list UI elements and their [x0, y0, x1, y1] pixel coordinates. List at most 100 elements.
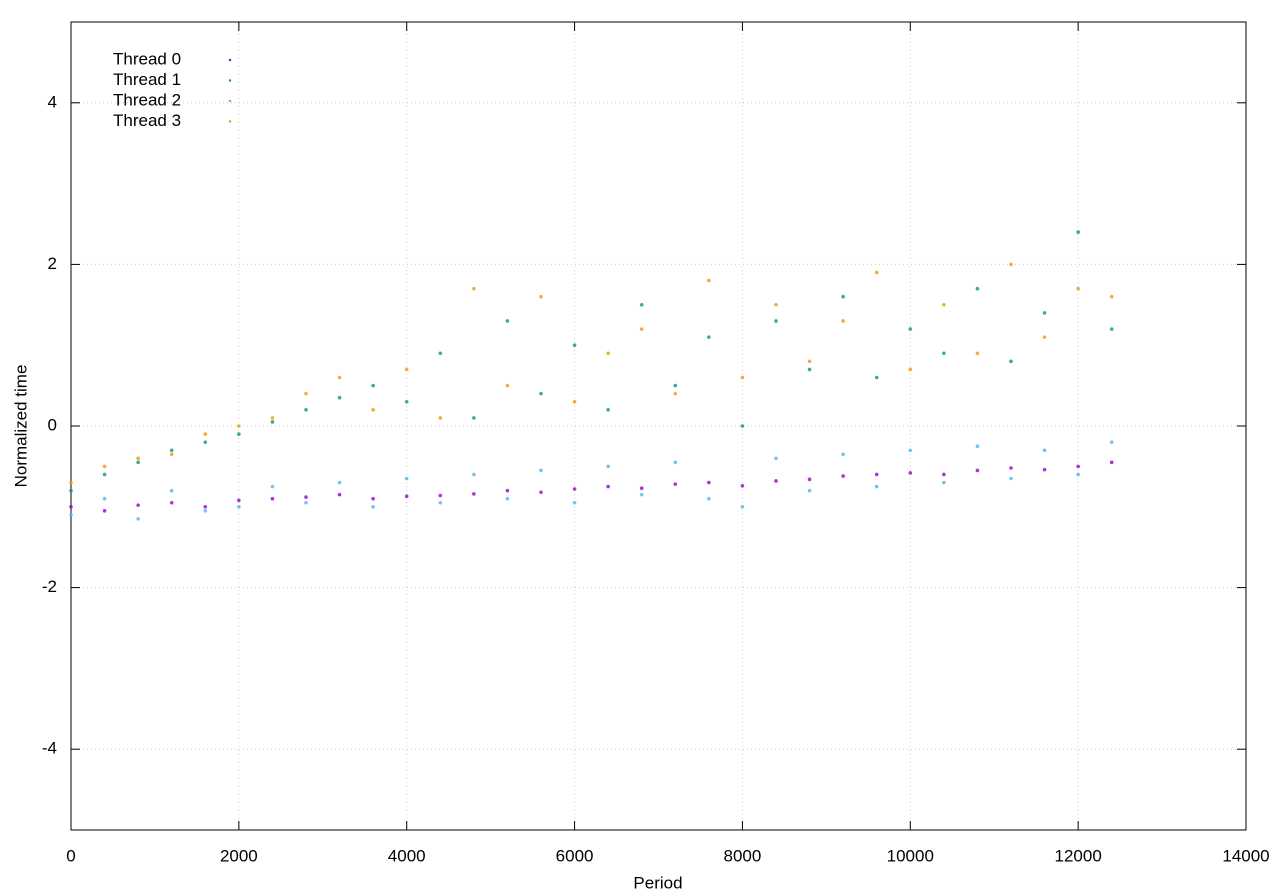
legend-label: Thread 2 — [113, 90, 181, 109]
plot-frame — [70, 21, 1247, 831]
data-point — [774, 456, 778, 461]
data-point — [572, 343, 577, 348]
data-point — [472, 416, 476, 420]
data-point — [707, 335, 711, 339]
data-point — [908, 367, 913, 372]
y-tick-label: -2 — [42, 577, 57, 596]
data-point — [673, 482, 678, 486]
data-point — [908, 327, 913, 331]
data-point — [270, 484, 275, 489]
data-point — [337, 480, 342, 485]
data-point — [975, 468, 980, 473]
data-point — [539, 468, 543, 473]
x-tick-label: 2000 — [220, 846, 258, 865]
data-point — [942, 480, 946, 485]
data-point — [975, 444, 980, 449]
x-tick-label: 4000 — [388, 846, 426, 865]
data-point — [639, 327, 644, 331]
legend-label: Thread 0 — [113, 49, 181, 68]
data-point — [874, 484, 879, 489]
data-point — [371, 505, 375, 509]
data-point — [472, 472, 476, 477]
data-point — [807, 367, 812, 372]
legend-label: Thread 3 — [113, 111, 181, 130]
data-point — [438, 493, 443, 498]
data-point — [203, 440, 208, 444]
legend-label: Thread 1 — [113, 70, 181, 89]
data-point — [203, 505, 208, 509]
data-point — [69, 488, 73, 493]
data-point — [270, 496, 275, 501]
y-axis-label: Normalized time — [11, 365, 30, 488]
data-point — [807, 477, 812, 482]
data-point — [874, 375, 879, 380]
x-tick-label: 8000 — [724, 846, 762, 865]
data-point — [304, 408, 308, 412]
data-point — [237, 498, 241, 503]
data-point — [1042, 311, 1047, 315]
data-point — [472, 286, 476, 291]
x-tick-label: 10000 — [887, 846, 934, 865]
data-point — [841, 452, 845, 457]
x-tick-label: 6000 — [556, 846, 594, 865]
data-point — [169, 452, 174, 457]
data-point — [1109, 327, 1114, 331]
data-point — [841, 474, 845, 478]
data-point — [69, 480, 73, 485]
data-point — [740, 424, 745, 428]
legend-marker — [228, 58, 232, 62]
data-point — [505, 383, 510, 388]
data-point — [337, 395, 342, 400]
data-point — [136, 503, 140, 507]
data-point — [942, 351, 946, 356]
data-point — [136, 517, 140, 521]
data-point — [505, 319, 510, 323]
data-point — [102, 464, 107, 469]
data-point — [908, 448, 913, 453]
data-point — [606, 351, 610, 356]
data-point — [539, 490, 543, 495]
data-point — [438, 416, 443, 420]
data-point — [102, 509, 107, 513]
data-point — [975, 286, 980, 291]
data-point — [707, 480, 711, 485]
data-point — [1009, 359, 1013, 364]
data-point — [203, 509, 208, 513]
data-point — [975, 351, 980, 356]
data-point — [438, 351, 443, 356]
legend-marker — [228, 120, 232, 123]
data-point — [841, 294, 845, 299]
data-point — [1076, 230, 1080, 234]
data-point — [1076, 286, 1080, 291]
data-point — [572, 500, 577, 505]
data-point — [337, 375, 342, 380]
data-point — [539, 391, 543, 396]
data-point — [371, 496, 375, 501]
data-point — [1009, 466, 1013, 470]
data-point — [673, 460, 678, 465]
data-point — [539, 294, 543, 299]
data-point — [505, 488, 510, 493]
data-point — [371, 383, 375, 388]
data-point — [1009, 262, 1013, 267]
data-point — [237, 505, 241, 509]
data-point — [572, 399, 577, 404]
x-tick-label: 12000 — [1055, 846, 1102, 865]
data-point — [1076, 472, 1080, 477]
legend-marker — [228, 79, 232, 82]
data-point — [1076, 464, 1080, 469]
data-point — [1109, 460, 1114, 465]
data-point — [404, 494, 409, 499]
data-point — [1042, 335, 1047, 339]
data-point — [740, 505, 745, 509]
x-axis-label: Period — [633, 873, 682, 892]
legend-marker — [228, 99, 232, 103]
data-point — [1109, 440, 1114, 444]
data-point — [169, 488, 174, 493]
data-point — [673, 391, 678, 396]
data-point — [740, 375, 745, 380]
data-point — [404, 367, 409, 372]
data-point — [404, 399, 409, 404]
data-point — [472, 492, 476, 496]
